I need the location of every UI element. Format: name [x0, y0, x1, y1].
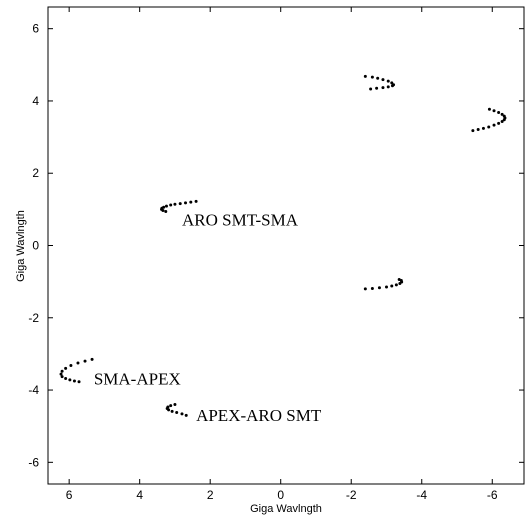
- data-point-track-5: [180, 412, 184, 416]
- data-point-track-2: [381, 86, 385, 90]
- data-point-track-4: [500, 112, 504, 116]
- data-point-track-3: [390, 284, 394, 288]
- data-point-track-1: [194, 199, 198, 203]
- baseline-label: APEX-ARO SMT: [196, 406, 322, 425]
- data-point-track-6: [72, 379, 76, 383]
- x-tick-label: -2: [346, 488, 357, 502]
- y-axis: -6 -4 -2 0 2 4 6: [28, 22, 524, 469]
- data-point-track-4: [492, 109, 496, 113]
- data-point-track-1: [189, 200, 193, 204]
- y-tick-label: 2: [32, 166, 39, 180]
- baseline-label: SMA-APEX: [94, 370, 181, 389]
- data-point-track-6: [59, 372, 63, 376]
- data-point-track-1: [178, 202, 182, 206]
- y-tick-label: -2: [28, 311, 39, 325]
- data-point-track-2: [390, 84, 394, 88]
- data-point-track-4: [497, 121, 501, 125]
- data-point-track-6: [83, 359, 87, 363]
- data-point-track-3: [377, 286, 381, 290]
- data-point-track-2: [381, 78, 385, 82]
- data-point-track-4: [481, 126, 485, 130]
- data-points: [59, 74, 507, 417]
- data-point-track-6: [68, 378, 72, 382]
- data-point-track-1: [184, 201, 188, 205]
- data-point-track-5: [175, 410, 179, 414]
- data-point-track-2: [363, 74, 367, 78]
- y-tick-label: 0: [32, 239, 39, 253]
- data-point-track-6: [60, 369, 64, 373]
- y-tick-label: -4: [28, 383, 39, 397]
- data-point-track-3: [394, 283, 398, 287]
- data-point-track-3: [384, 285, 388, 289]
- data-point-track-4: [471, 129, 475, 133]
- x-tick-label: -6: [487, 488, 498, 502]
- x-tick-label: 6: [66, 488, 73, 502]
- data-point-track-1: [161, 208, 165, 212]
- data-point-track-4: [476, 128, 480, 132]
- data-point-track-4: [492, 123, 496, 127]
- x-tick-label: 0: [277, 488, 284, 502]
- y-tick-label: 4: [32, 94, 39, 108]
- data-point-track-2: [376, 76, 380, 80]
- data-point-track-2: [369, 87, 373, 91]
- data-point-track-5: [184, 413, 188, 417]
- data-point-track-4: [502, 114, 506, 118]
- data-point-track-6: [76, 361, 80, 365]
- x-tick-label: -4: [416, 488, 427, 502]
- data-point-track-6: [64, 366, 68, 370]
- data-point-track-2: [386, 85, 390, 89]
- data-point-track-4: [500, 120, 504, 124]
- data-point-track-1: [173, 202, 177, 206]
- y-axis-title: Giga Wavlngth: [15, 210, 27, 282]
- data-point-track-1: [169, 203, 173, 207]
- x-axis: 6 4 2 0 -2 -4 -6: [66, 7, 498, 502]
- x-tick-label: 4: [136, 488, 143, 502]
- data-point-track-6: [60, 375, 64, 379]
- data-point-track-5: [167, 408, 171, 412]
- data-point-track-6: [64, 376, 68, 380]
- data-point-track-5: [173, 403, 177, 406]
- y-tick-label: 6: [32, 22, 39, 36]
- data-point-track-6: [90, 357, 94, 361]
- data-point-track-5: [169, 404, 173, 408]
- data-point-track-3: [363, 287, 367, 291]
- data-point-track-2: [386, 79, 390, 83]
- x-tick-label: 2: [207, 488, 214, 502]
- baseline-label: ARO SMT-SMA: [182, 211, 299, 230]
- data-point-track-2: [370, 75, 374, 79]
- x-axis-title: Giga Wavlngth: [250, 503, 322, 515]
- annotations: ARO SMT-SMA SMA-APEX APEX-ARO SMT: [94, 211, 322, 425]
- data-point-track-5: [170, 409, 174, 413]
- data-point-track-1: [164, 204, 168, 208]
- data-point-track-6: [69, 363, 73, 367]
- data-point-track-2: [375, 86, 379, 90]
- data-point-track-4: [487, 125, 491, 129]
- data-point-track-3: [370, 287, 374, 291]
- data-point-track-6: [77, 380, 81, 384]
- data-point-track-3: [397, 277, 401, 281]
- data-point-track-4: [497, 111, 501, 115]
- data-point-track-1: [164, 210, 168, 214]
- y-tick-label: -6: [28, 455, 39, 469]
- data-point-track-4: [487, 107, 491, 111]
